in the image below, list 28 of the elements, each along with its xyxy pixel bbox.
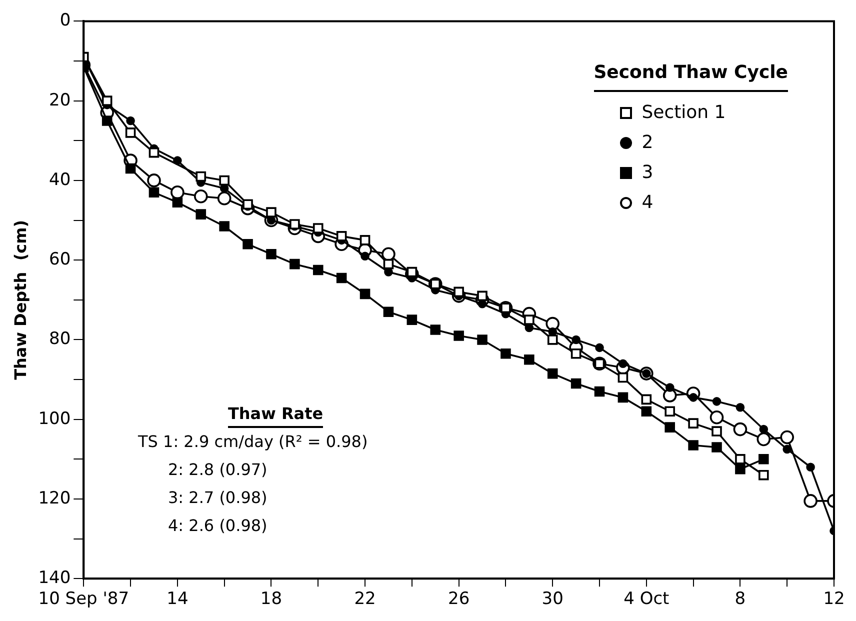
legend-label: 4 xyxy=(642,191,654,215)
x-tick-label: 22 xyxy=(354,589,376,610)
x-tick-label: 14 xyxy=(166,589,188,610)
y-tick-label: 20 xyxy=(49,90,71,110)
annotation: TS 1: 2.9 cm/day (R² = 0.98) xyxy=(138,431,368,453)
x-tick-label: 10 Sep '87 xyxy=(38,589,130,610)
x-tick-label: 26 xyxy=(448,589,470,610)
y-tick-label: 80 xyxy=(49,329,71,350)
x-tick-label: 8 xyxy=(734,589,746,610)
y-tick-label: 120 xyxy=(38,488,71,508)
annotation: Thaw Rate xyxy=(228,402,324,428)
annotation: 2: 2.8 (0.97) xyxy=(168,459,268,481)
y-tick-label: 60 xyxy=(49,250,71,270)
legend-label: 2 xyxy=(642,131,654,155)
y-tick-label: 40 xyxy=(49,170,71,190)
y-tick-label: 0 xyxy=(60,10,71,31)
x-tick-label: 4 Oct xyxy=(624,589,670,610)
x-tick-label: 30 xyxy=(542,589,564,610)
annotation: 3: 2.7 (0.98) xyxy=(168,487,268,509)
legend-label: Section 1 xyxy=(642,101,726,125)
y-axis-title: Thaw Depth (cm) xyxy=(10,220,30,380)
annotation: 4: 2.6 (0.98) xyxy=(168,515,268,537)
legend-title: Second Thaw Cycle xyxy=(594,58,788,92)
legend-label: 3 xyxy=(642,161,654,185)
x-tick-label: 12 xyxy=(823,589,845,610)
x-tick-label: 18 xyxy=(260,589,282,610)
y-tick-label: 100 xyxy=(38,408,71,429)
y-tick-label: 140 xyxy=(38,568,71,588)
